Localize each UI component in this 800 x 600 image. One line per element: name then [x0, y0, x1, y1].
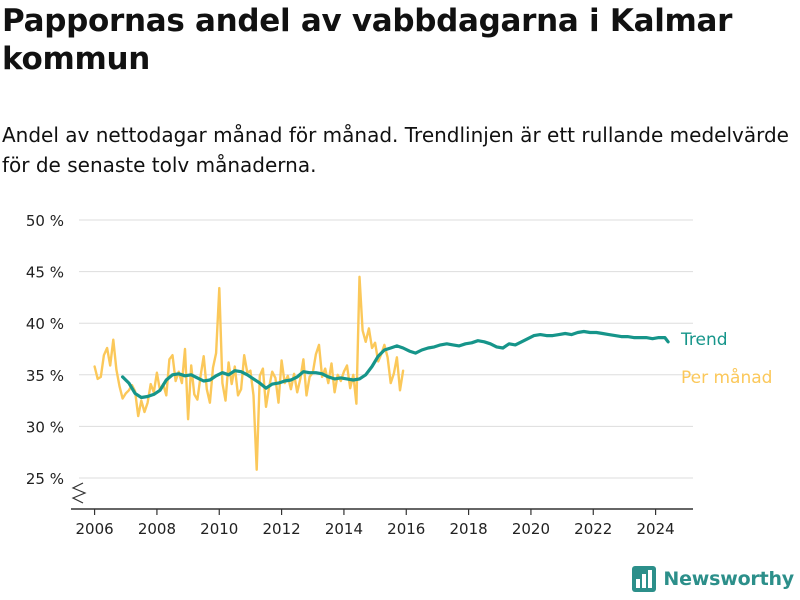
series-lines: [93, 275, 670, 471]
y-tick-label: 45 %: [26, 264, 64, 282]
y-tick-label: 30 %: [26, 418, 64, 436]
y-tick-label: 50 %: [26, 212, 64, 230]
brand-logo: Newsworthy: [632, 566, 794, 592]
x-tick-label: 2018: [450, 520, 488, 538]
x-axis: 2006 2008 2010 2012 2014 2016 2018 2020 2022 2024: [71, 508, 693, 538]
page-subtitle: Andel av nettodagar månad för månad. Tre…: [2, 123, 789, 177]
trend-series-line: [121, 329, 670, 400]
trend-series-label: Trend: [680, 330, 728, 350]
x-tick-label: 2020: [512, 520, 550, 538]
y-axis-ticks: 25 % 30 % 35 % 40 % 45 % 50 %: [26, 212, 64, 488]
x-tick-label: 2006: [75, 520, 113, 538]
x-tick-label: 2010: [200, 520, 238, 538]
axis-break-icon: [71, 482, 87, 504]
x-tick-label: 2016: [387, 520, 425, 538]
x-tick-label: 2008: [138, 520, 176, 538]
grid-lines: [79, 219, 693, 479]
x-tick-label: 2024: [637, 520, 675, 538]
y-tick-label: 25 %: [26, 470, 64, 488]
monthly-series-line: [93, 275, 405, 471]
y-tick-label: 40 %: [26, 315, 64, 333]
monthly-series-label: Per månad: [681, 367, 772, 388]
bar-chart-icon: [632, 566, 657, 592]
page-title: Pappornas andel av vabbdagarna i Kalmar …: [2, 3, 733, 77]
x-tick-label: 2012: [262, 520, 300, 538]
x-tick-label: 2022: [574, 520, 612, 538]
x-tick-label: 2014: [325, 520, 363, 538]
y-tick-label: 35 %: [26, 367, 64, 385]
series-labels: Per månad Trend: [680, 330, 772, 388]
brand-name: Newsworthy: [663, 568, 794, 590]
